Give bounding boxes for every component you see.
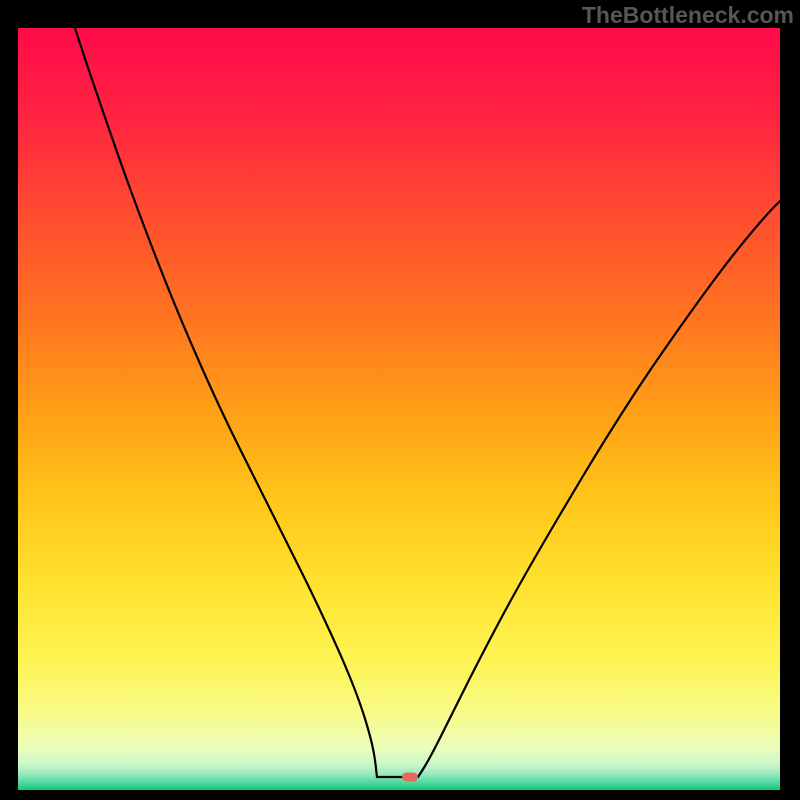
plot-area xyxy=(18,28,780,790)
watermark-text: TheBottleneck.com xyxy=(582,2,794,29)
bottleneck-marker xyxy=(402,773,418,782)
chart-frame: TheBottleneck.com xyxy=(0,0,800,800)
gradient-background xyxy=(18,28,780,790)
bottleneck-chart-svg xyxy=(18,28,780,790)
